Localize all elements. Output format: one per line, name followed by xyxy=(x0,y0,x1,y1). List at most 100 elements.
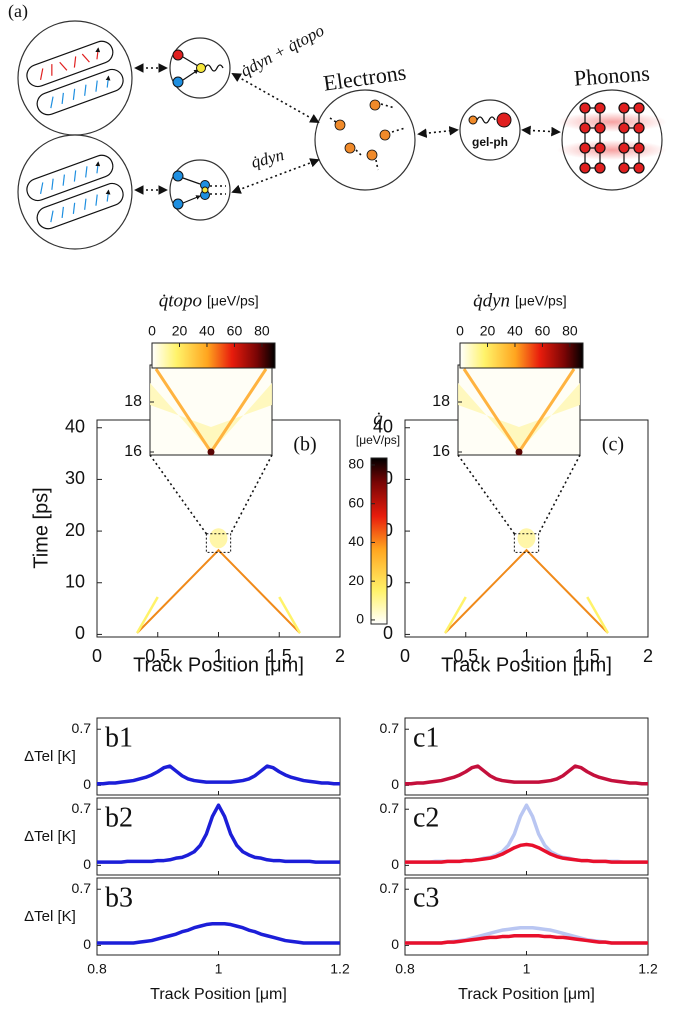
heat-front xyxy=(136,548,301,634)
colorbar-tick-label: 0 xyxy=(456,323,464,339)
data-line xyxy=(97,803,340,864)
inset-y-tick-label: 18 xyxy=(124,393,142,410)
flow-label: q̇dyn xyxy=(249,145,286,172)
y-tick-label: 0 xyxy=(391,936,399,952)
x-tick-label: 1 xyxy=(215,961,223,977)
y-tick-label: 0 xyxy=(75,623,85,643)
panel-a: (a) xyxy=(8,1,667,250)
colorbar xyxy=(459,342,584,369)
zoom-connector xyxy=(149,454,208,535)
colorbar-title: q̇ xyxy=(373,408,383,429)
colorbar xyxy=(151,342,276,369)
colorbar-unit: [μeV/ps] xyxy=(515,293,567,309)
x-axis-label: Track Position [μm] xyxy=(458,986,595,1003)
heat-front xyxy=(444,548,609,634)
x-axis-label: Track Position [μm] xyxy=(150,986,287,1003)
y-tick-label: 0.7 xyxy=(72,880,92,896)
y-axis-label: ΔTel [K] xyxy=(24,748,76,765)
data-line xyxy=(405,764,648,786)
y-tick-label: 0.7 xyxy=(380,800,400,816)
y-axis-label: Time [ps] xyxy=(30,487,52,569)
panel-label: (c) xyxy=(602,434,624,456)
x-tick-label: 0 xyxy=(92,646,102,666)
y-tick-label: 10 xyxy=(65,572,85,592)
panel-label: b2 xyxy=(105,802,133,833)
y-tick-label: 0.7 xyxy=(72,720,92,736)
inset-y-tick-label: 16 xyxy=(124,443,142,460)
heat-front xyxy=(586,596,609,634)
x-tick-label: 1.2 xyxy=(638,961,658,977)
x-tick-label: 2 xyxy=(335,646,345,666)
colorbar-tick-label: 40 xyxy=(507,323,523,339)
heat-spot xyxy=(209,528,228,549)
y-tick-label: 40 xyxy=(65,417,85,437)
colorbar-tick-label: 80 xyxy=(348,456,364,472)
colorbar-tick-label: 20 xyxy=(172,323,188,339)
x-tick-label: 1.2 xyxy=(330,961,350,977)
plot-area xyxy=(96,797,341,876)
inset-y-tick-label: 16 xyxy=(432,443,450,460)
x-tick-label: 0.8 xyxy=(87,961,107,977)
panel-label: b1 xyxy=(105,722,133,753)
y-tick-label: 20 xyxy=(65,520,85,540)
data-line xyxy=(405,842,648,864)
y-tick-label: 0 xyxy=(83,776,91,792)
coupling-label: gel-ph xyxy=(472,135,508,149)
x-tick-label: 1 xyxy=(213,646,223,666)
y-tick-label: 0.7 xyxy=(72,800,92,816)
colorbar-tick-label: 20 xyxy=(480,323,496,339)
zoom-connector xyxy=(457,454,516,535)
panel-label: c2 xyxy=(413,802,439,833)
y-axis-label: ΔTel [K] xyxy=(24,908,76,925)
x-tick-label: 0.8 xyxy=(395,961,415,977)
heat-front xyxy=(444,596,467,634)
y-tick-label: 0 xyxy=(83,936,91,952)
data-line xyxy=(97,764,340,786)
zoom-box xyxy=(205,533,232,553)
x-axis-label: Track Position [μm] xyxy=(441,654,612,676)
x-tick-label: 1.5 xyxy=(575,646,600,666)
colorbar-tick-label: 60 xyxy=(227,323,243,339)
colorbar-unit: [μeV/ps] xyxy=(356,433,400,447)
y-tick-label: 0 xyxy=(383,623,393,643)
heat-spot xyxy=(517,528,536,549)
colorbar-tick-label: 40 xyxy=(348,533,364,549)
x-tick-label: 2 xyxy=(643,646,653,666)
y-tick-label: 0 xyxy=(391,776,399,792)
inset-peak xyxy=(515,448,523,456)
y-tick-label: 0 xyxy=(391,856,399,872)
y-tick-label: 0 xyxy=(83,856,91,872)
panel-label: c1 xyxy=(413,722,439,753)
inset-peak xyxy=(207,448,215,456)
node-label: Phonons xyxy=(573,60,650,90)
data-line xyxy=(405,934,648,945)
heat-front xyxy=(136,596,159,634)
panel-label: b3 xyxy=(105,882,133,913)
colorbar-unit: [μeV/ps] xyxy=(207,293,259,309)
x-tick-label: 1 xyxy=(523,961,531,977)
colorbar-tick-label: 40 xyxy=(199,323,215,339)
colorbar-tick-label: 80 xyxy=(254,323,270,339)
y-axis-label: ΔTel [K] xyxy=(24,828,76,845)
x-tick-label: 0.5 xyxy=(145,646,170,666)
x-tick-label: 1.5 xyxy=(267,646,292,666)
colorbar-tick-label: 60 xyxy=(348,494,364,510)
flow-label: q̇dyn + q̇topo xyxy=(237,21,327,81)
x-tick-label: 0 xyxy=(400,646,410,666)
y-tick-label: 30 xyxy=(65,468,85,488)
colorbar-title: q̇dyn xyxy=(473,290,510,311)
y-tick-label: 0.7 xyxy=(380,880,400,896)
colorbar-tick-label: 0 xyxy=(148,323,156,339)
colorbar-tick-label: 60 xyxy=(535,323,551,339)
colorbar-tick-label: 20 xyxy=(348,572,364,588)
heat-front xyxy=(278,596,301,634)
colorbar xyxy=(370,457,388,625)
panel-label: (a) xyxy=(8,1,28,22)
colorbar-tick-label: 0 xyxy=(356,611,364,627)
panel-label: c3 xyxy=(413,882,439,913)
data-line xyxy=(97,921,340,945)
inset-heat xyxy=(458,383,580,452)
y-tick-label: 40 xyxy=(373,417,393,437)
colorbar-tick-label: 80 xyxy=(562,323,578,339)
